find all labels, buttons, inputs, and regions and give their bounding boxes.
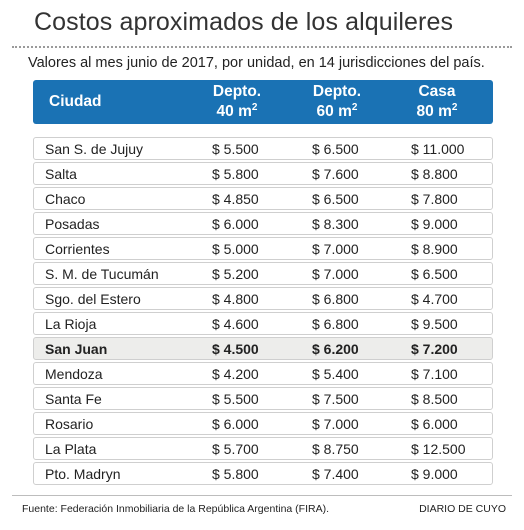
subtitle: Valores al mes junio de 2017, por unidad…: [28, 55, 485, 71]
cell-casa-80: $ 7.100: [411, 366, 458, 382]
cell-casa-80: $ 11.000: [411, 141, 465, 157]
cell-city: Posadas: [45, 216, 100, 232]
cell-depto-40: $ 4.850: [212, 191, 259, 207]
page-title: Costos aproximados de los alquileres: [34, 8, 454, 36]
cell-casa-80: $ 6.000: [411, 416, 458, 432]
header-depto-60: Depto. 60 m2: [287, 80, 387, 124]
cell-casa-80: $ 7.200: [411, 341, 458, 357]
source-note: Fuente: Federación Inmobiliaria de la Re…: [22, 503, 329, 515]
table-row: Rosario $ 6.000 $ 7.000 $ 6.000: [33, 412, 493, 435]
cell-city: San S. de Jujuy: [45, 141, 144, 157]
cell-depto-40: $ 5.500: [212, 141, 259, 157]
cell-casa-80: $ 4.700: [411, 291, 458, 307]
cell-depto-60: $ 6.800: [312, 316, 359, 332]
header-depto-40-line2: 40 m2: [216, 102, 258, 120]
cell-depto-40: $ 4.500: [212, 341, 259, 357]
cell-depto-60: $ 7.000: [312, 241, 359, 257]
header-depto-60-line1: Depto.: [312, 83, 362, 100]
cell-depto-40: $ 5.000: [212, 241, 259, 257]
table-row: Pto. Madryn $ 5.800 $ 7.400 $ 9.000: [33, 462, 493, 485]
table-body: San S. de Jujuy $ 5.500 $ 6.500 $ 11.000 Sa…: [33, 137, 493, 487]
cell-depto-40: $ 5.800: [212, 466, 259, 482]
header-casa-80-line2: 80 m2: [416, 102, 458, 120]
cell-depto-60: $ 8.300: [312, 216, 359, 232]
header-casa-80-line1: Casa: [418, 83, 456, 100]
cell-depto-60: $ 7.000: [312, 416, 359, 432]
table-header: Ciudad Depto. 40 m2 Depto. 60 m2 Casa 80…: [33, 80, 493, 124]
cell-city: Santa Fe: [45, 391, 102, 407]
cell-depto-40: $ 5.800: [212, 166, 259, 182]
cell-city: Sgo. del Estero: [45, 291, 141, 307]
header-depto-60-line2: 60 m2: [316, 102, 358, 120]
cell-depto-60: $ 7.500: [312, 391, 359, 407]
cell-casa-80: $ 8.900: [411, 241, 458, 257]
table-row: Sgo. del Estero $ 4.800 $ 6.800 $ 4.700: [33, 287, 493, 310]
cell-depto-60: $ 7.000: [312, 266, 359, 282]
cell-city: Rosario: [45, 416, 94, 432]
table-row: San Juan $ 4.500 $ 6.200 $ 7.200: [33, 337, 493, 360]
cell-casa-80: $ 8.500: [411, 391, 458, 407]
table-row: La Rioja $ 4.600 $ 6.800 $ 9.500: [33, 312, 493, 335]
cell-depto-60: $ 6.200: [312, 341, 359, 357]
cell-depto-60: $ 5.400: [312, 366, 359, 382]
cell-casa-80: $ 9.000: [411, 216, 458, 232]
cell-depto-40: $ 5.500: [212, 391, 259, 407]
cell-casa-80: $ 6.500: [411, 266, 458, 282]
cell-depto-60: $ 6.800: [312, 291, 359, 307]
cell-casa-80: $ 9.000: [411, 466, 458, 482]
table-row: San S. de Jujuy $ 5.500 $ 6.500 $ 11.000: [33, 137, 493, 160]
cell-depto-60: $ 6.500: [312, 191, 359, 207]
brand-label: DIARIO DE CUYO: [419, 503, 506, 515]
cell-city: Corrientes: [45, 241, 110, 257]
table-row: Santa Fe $ 5.500 $ 7.500 $ 8.500: [33, 387, 493, 410]
cell-depto-40: $ 4.800: [212, 291, 259, 307]
header-depto-40-line1: Depto.: [212, 83, 262, 100]
header-city-label: Ciudad: [49, 93, 102, 110]
cell-city: La Rioja: [45, 316, 97, 332]
table-row: Salta $ 5.800 $ 7.600 $ 8.800: [33, 162, 493, 185]
table-row: Posadas $ 6.000 $ 8.300 $ 9.000: [33, 212, 493, 235]
table-row: Mendoza $ 4.200 $ 5.400 $ 7.100: [33, 362, 493, 385]
cell-depto-60: $ 6.500: [312, 141, 359, 157]
cell-depto-60: $ 8.750: [312, 441, 359, 457]
cell-city: S. M. de Tucumán: [45, 266, 159, 282]
table-row: Corrientes $ 5.000 $ 7.000 $ 8.900: [33, 237, 493, 260]
cell-casa-80: $ 8.800: [411, 166, 458, 182]
cell-depto-40: $ 6.000: [212, 216, 259, 232]
cell-depto-40: $ 5.200: [212, 266, 259, 282]
table-row: S. M. de Tucumán $ 5.200 $ 7.000 $ 6.500: [33, 262, 493, 285]
cell-casa-80: $ 9.500: [411, 316, 458, 332]
cell-depto-60: $ 7.600: [312, 166, 359, 182]
cell-depto-40: $ 4.600: [212, 316, 259, 332]
header-depto-40: Depto. 40 m2: [187, 80, 287, 124]
cell-depto-40: $ 5.700: [212, 441, 259, 457]
header-city: Ciudad: [49, 80, 102, 124]
cell-depto-40: $ 4.200: [212, 366, 259, 382]
cell-city: Salta: [45, 166, 77, 182]
cell-city: Mendoza: [45, 366, 103, 382]
dotted-divider: [12, 46, 512, 48]
cell-city: San Juan: [45, 341, 108, 357]
cell-depto-60: $ 7.400: [312, 466, 359, 482]
cell-casa-80: $ 7.800: [411, 191, 458, 207]
footer-divider: [12, 495, 512, 496]
cell-city: La Plata: [45, 441, 97, 457]
header-casa-80: Casa 80 m2: [387, 80, 487, 124]
cell-city: Pto. Madryn: [45, 466, 121, 482]
cell-depto-40: $ 6.000: [212, 416, 259, 432]
cell-casa-80: $ 12.500: [411, 441, 466, 457]
table-row: Chaco $ 4.850 $ 6.500 $ 7.800: [33, 187, 493, 210]
cell-city: Chaco: [45, 191, 86, 207]
table-row: La Plata $ 5.700 $ 8.750 $ 12.500: [33, 437, 493, 460]
